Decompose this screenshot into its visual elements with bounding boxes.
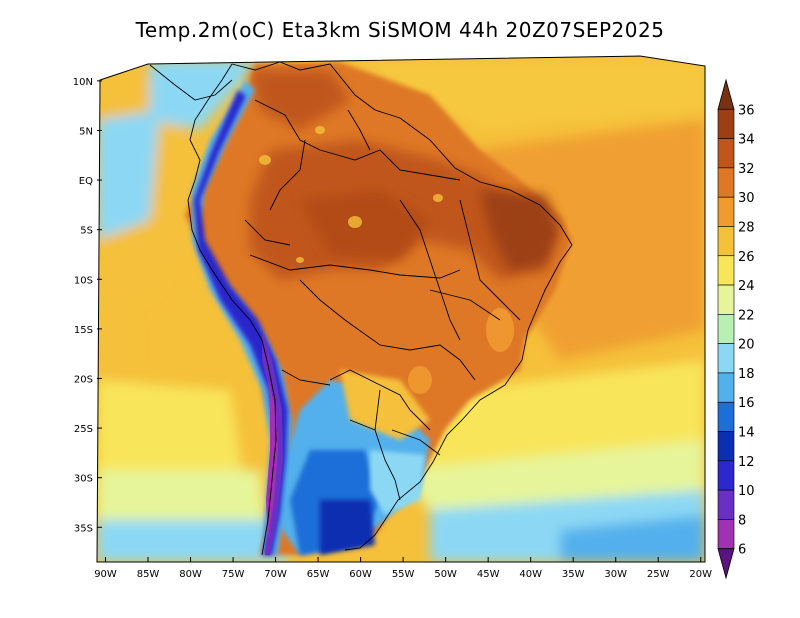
colorbar-segment [717, 196, 735, 227]
lat-tick-label: 20S [74, 374, 93, 385]
colorbar-label: 26 [738, 250, 755, 265]
lat-tick-label: 15S [74, 325, 93, 336]
lat-tick-label: 30S [74, 474, 93, 485]
temperature-field [97, 56, 705, 562]
lat-tick-label: 10S [74, 275, 93, 286]
colorbar-segment [717, 226, 735, 257]
latitude-axis: 10N 5N EQ 5S 10S 15S 20S 25S 30S 35S [73, 77, 102, 534]
colorbar-label: 24 [738, 279, 755, 294]
lon-tick-label: 75W [222, 569, 245, 580]
colorbar-label: 6 [738, 543, 746, 558]
colorbar-segment [717, 108, 735, 139]
colorbar-label: 18 [738, 367, 755, 382]
lat-tick-label: 10N [73, 77, 93, 88]
colorbar: 36 34 32 30 28 26 24 22 20 18 16 14 12 10 8 6 [717, 78, 755, 580]
lat-tick-label: 25S [74, 424, 93, 435]
colorbar-segment [717, 401, 735, 432]
colorbar-segment [717, 255, 735, 286]
colorbar-segment [717, 431, 735, 462]
lon-tick-label: 85W [137, 569, 160, 580]
colorbar-segment [717, 314, 735, 344]
colorbar-segment [717, 167, 735, 198]
lon-tick-label: 45W [477, 569, 500, 580]
longitude-axis: 90W 85W 80W 75W 70W 65W 60W 55W 50W 45W 40W 35W 30W 2… [94, 557, 712, 580]
lon-tick-label: 55W [392, 569, 415, 580]
colorbar-segment [717, 284, 735, 315]
lon-tick-label: 20W [689, 569, 712, 580]
colorbar-label: 12 [738, 455, 755, 470]
colorbar-segment [717, 489, 735, 520]
field-ocean-gradient [97, 60, 705, 562]
coastline-borders [149, 61, 573, 556]
lon-tick-label: 65W [307, 569, 330, 580]
colorbar-label: 30 [738, 191, 755, 206]
lon-tick-label: 35W [562, 569, 585, 580]
colorbar-bottom-arrow [717, 548, 735, 580]
lon-tick-label: 60W [349, 569, 372, 580]
lon-tick-label: 25W [647, 569, 670, 580]
colorbar-label: 16 [738, 396, 755, 411]
lat-tick-label: 5S [80, 226, 93, 237]
colorbar-segment [717, 519, 735, 550]
colorbar-label: 32 [738, 162, 755, 177]
lon-tick-label: 80W [179, 569, 202, 580]
colorbar-top-arrow [717, 78, 735, 110]
colorbar-label: 28 [738, 220, 755, 235]
lon-tick-label: 50W [434, 569, 457, 580]
lon-tick-label: 90W [94, 569, 117, 580]
colorbar-label: 8 [738, 513, 746, 528]
lat-tick-label: 5N [79, 126, 93, 137]
map-title: Temp.2m(oC) Eta3km SiSMOM 44h 20Z07SEP20… [135, 18, 665, 42]
colorbar-label: 34 [738, 133, 755, 148]
map-frame [96, 55, 706, 563]
lon-tick-label: 40W [519, 569, 542, 580]
colorbar-label: 14 [738, 426, 755, 441]
colorbar-segment [717, 138, 735, 169]
lon-tick-label: 30W [604, 569, 627, 580]
colorbar-segment [717, 343, 735, 374]
colorbar-label: 36 [738, 103, 755, 118]
lon-tick-label: 70W [264, 569, 287, 580]
lat-tick-label: EQ [79, 176, 93, 187]
colorbar-label: 22 [738, 308, 755, 323]
colorbar-label: 20 [738, 338, 755, 353]
colorbar-segment [717, 460, 735, 491]
colorbar-label: 10 [738, 484, 755, 499]
field-land [185, 62, 572, 555]
lat-tick-label: 35S [74, 523, 93, 534]
colorbar-segment [717, 372, 735, 403]
